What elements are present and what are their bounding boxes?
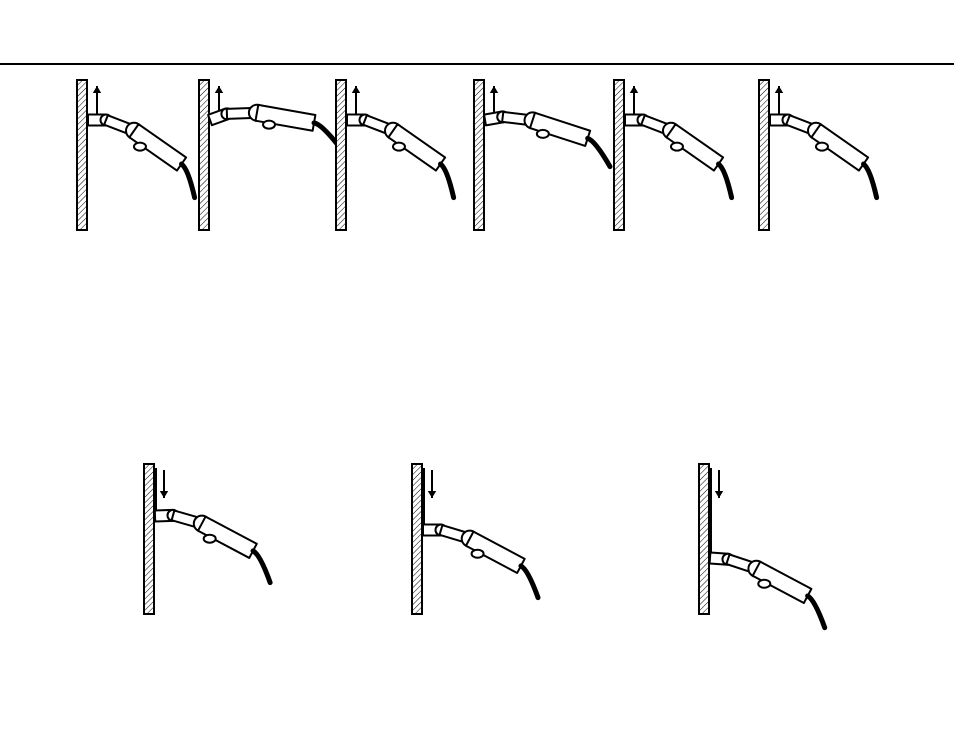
diagram-page [0,0,954,742]
torch-figure [140,462,310,662]
torch-figure [408,462,578,662]
torch-figure [755,78,925,278]
horizontal-rule [0,63,954,65]
torch-figure [695,462,865,662]
